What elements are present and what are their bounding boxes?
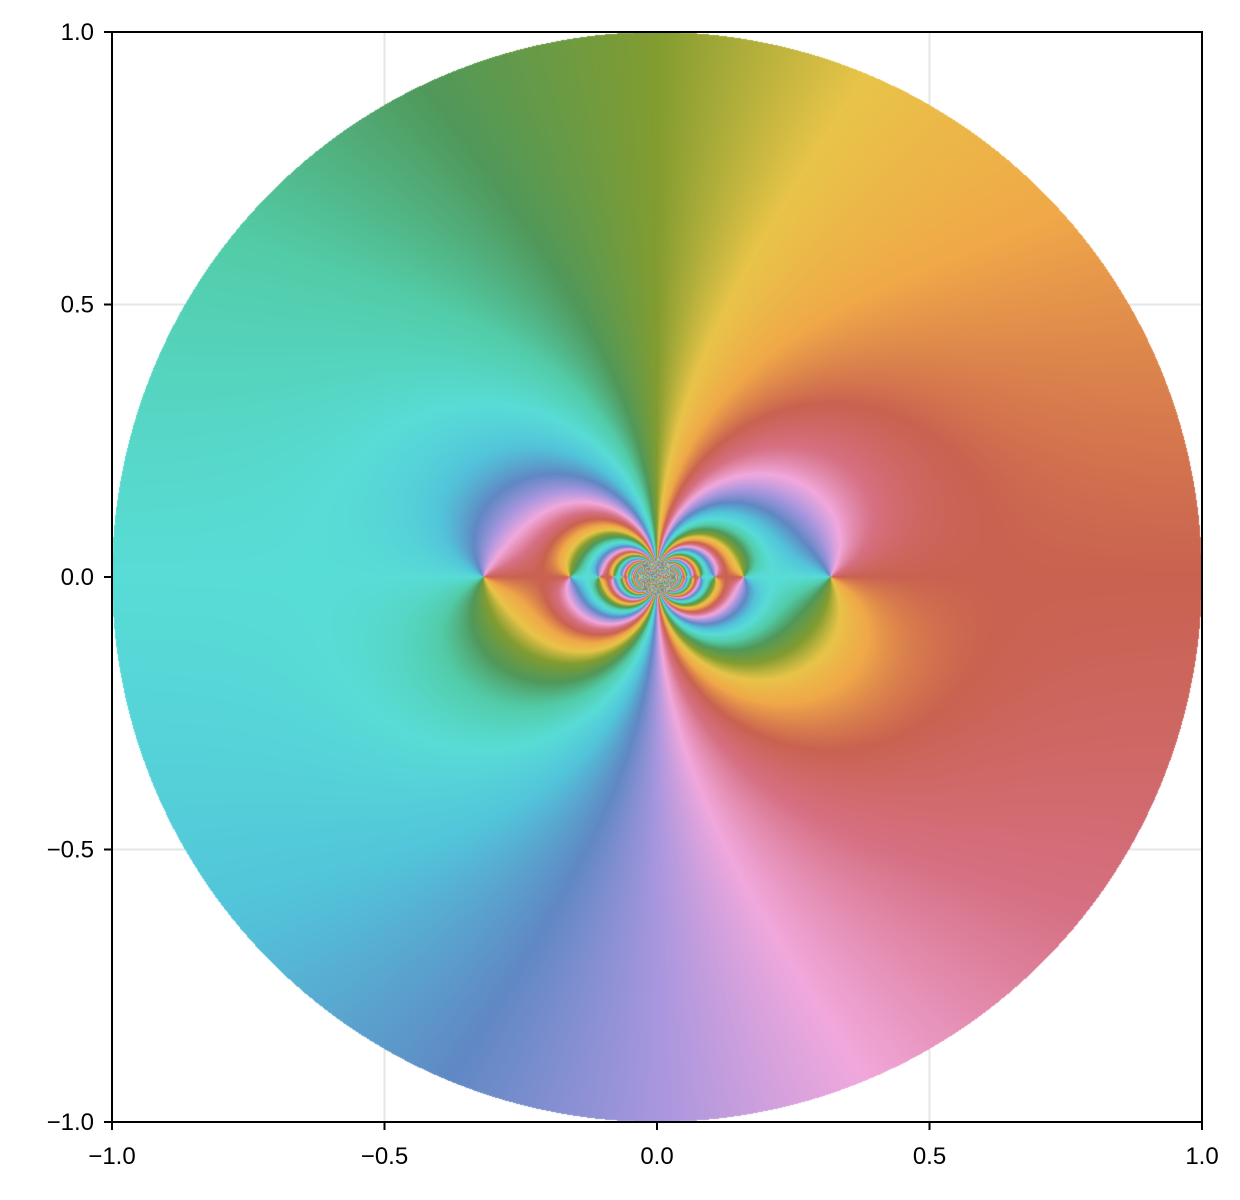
x-tick-label: −0.5	[361, 1143, 408, 1170]
phase-image	[112, 32, 1202, 1122]
x-tick-label: −1.0	[88, 1143, 135, 1170]
phase-heatmap	[112, 32, 1202, 1122]
x-tick-label: 0.0	[640, 1143, 673, 1170]
y-tick-label: 0.5	[61, 292, 94, 319]
y-tick-label: −1.0	[47, 1109, 94, 1136]
y-tick-label: 0.0	[61, 564, 94, 591]
axis-ticks: −1.0 −0.5 0.0 0.5 1.0 −1.0 −0.5 0.0 0.5 1.0	[47, 19, 1219, 1170]
y-tick-label: −0.5	[47, 837, 94, 864]
x-tick-label: 1.0	[1185, 1143, 1218, 1170]
x-tick-label: 0.5	[913, 1143, 946, 1170]
y-tick-label: 1.0	[61, 19, 94, 46]
